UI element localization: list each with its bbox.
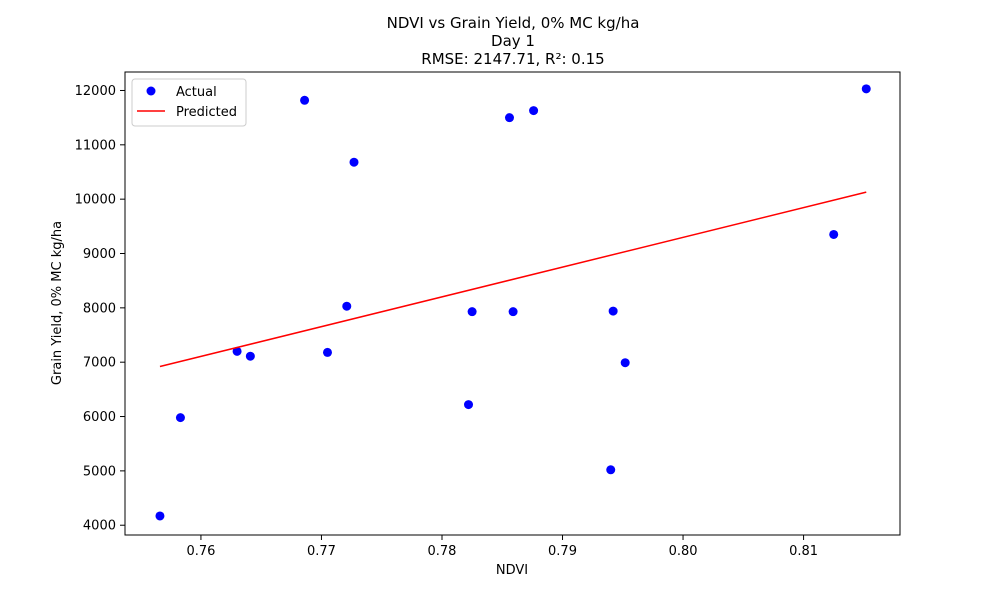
actual-point — [300, 95, 310, 105]
actual-point — [829, 229, 839, 239]
actual-point — [322, 347, 332, 357]
legend-marker-actual — [146, 86, 156, 96]
actual-point — [232, 346, 242, 356]
y-tick-label: 9000 — [83, 247, 116, 262]
predicted-line — [159, 191, 867, 368]
y-tick-label: 7000 — [83, 356, 116, 371]
actual-point — [155, 511, 165, 521]
y-tick-label: 5000 — [83, 464, 116, 479]
x-tick-label: 0.79 — [548, 544, 577, 559]
legend-box — [131, 78, 247, 127]
legend-label-actual: Actual — [176, 85, 217, 100]
series-layer — [155, 84, 871, 521]
chart-title: NDVI vs Grain Yield, 0% MC kg/ha — [387, 14, 640, 32]
plot-frame — [124, 71, 901, 536]
legend-label-predicted: Predicted — [176, 105, 237, 120]
actual-point — [342, 301, 352, 311]
x-axis-label: NDVI — [496, 563, 528, 578]
x-axis: 0.76 0.77 0.78 0.79 0.80 0.81 — [186, 535, 818, 559]
y-axis: 4000 5000 6000 7000 8000 9000 10000 11000 12000 — [75, 84, 125, 534]
actual-point — [464, 400, 474, 410]
actual-point — [349, 157, 359, 167]
actual-point — [620, 358, 630, 368]
actual-point — [529, 106, 539, 116]
y-axis-label: Grain Yield, 0% MC kg/ha — [50, 221, 65, 385]
actual-point — [861, 84, 871, 94]
plot-area — [125, 72, 900, 535]
x-tick-label: 0.81 — [789, 544, 818, 559]
y-tick-label: 12000 — [75, 84, 116, 99]
x-tick-label: 0.80 — [669, 544, 698, 559]
actual-point — [508, 307, 518, 317]
actual-point — [175, 413, 185, 423]
chart-subtitle-metrics: RMSE: 2147.71, R²: 0.15 — [421, 50, 604, 68]
legend: Actual Predicted — [131, 78, 247, 127]
y-tick-label: 4000 — [83, 519, 116, 534]
actual-point — [608, 306, 618, 316]
x-tick-label: 0.77 — [307, 544, 336, 559]
actual-point — [467, 307, 477, 317]
y-tick-label: 10000 — [75, 193, 116, 208]
x-tick-label: 0.78 — [428, 544, 457, 559]
y-tick-label: 8000 — [83, 301, 116, 316]
x-tick-label: 0.76 — [186, 544, 215, 559]
actual-point — [504, 113, 514, 123]
y-tick-label: 6000 — [83, 410, 116, 425]
actual-point — [245, 351, 255, 361]
actual-point — [606, 465, 616, 475]
y-tick-label: 11000 — [75, 138, 116, 153]
chart-subtitle-day: Day 1 — [491, 32, 535, 50]
